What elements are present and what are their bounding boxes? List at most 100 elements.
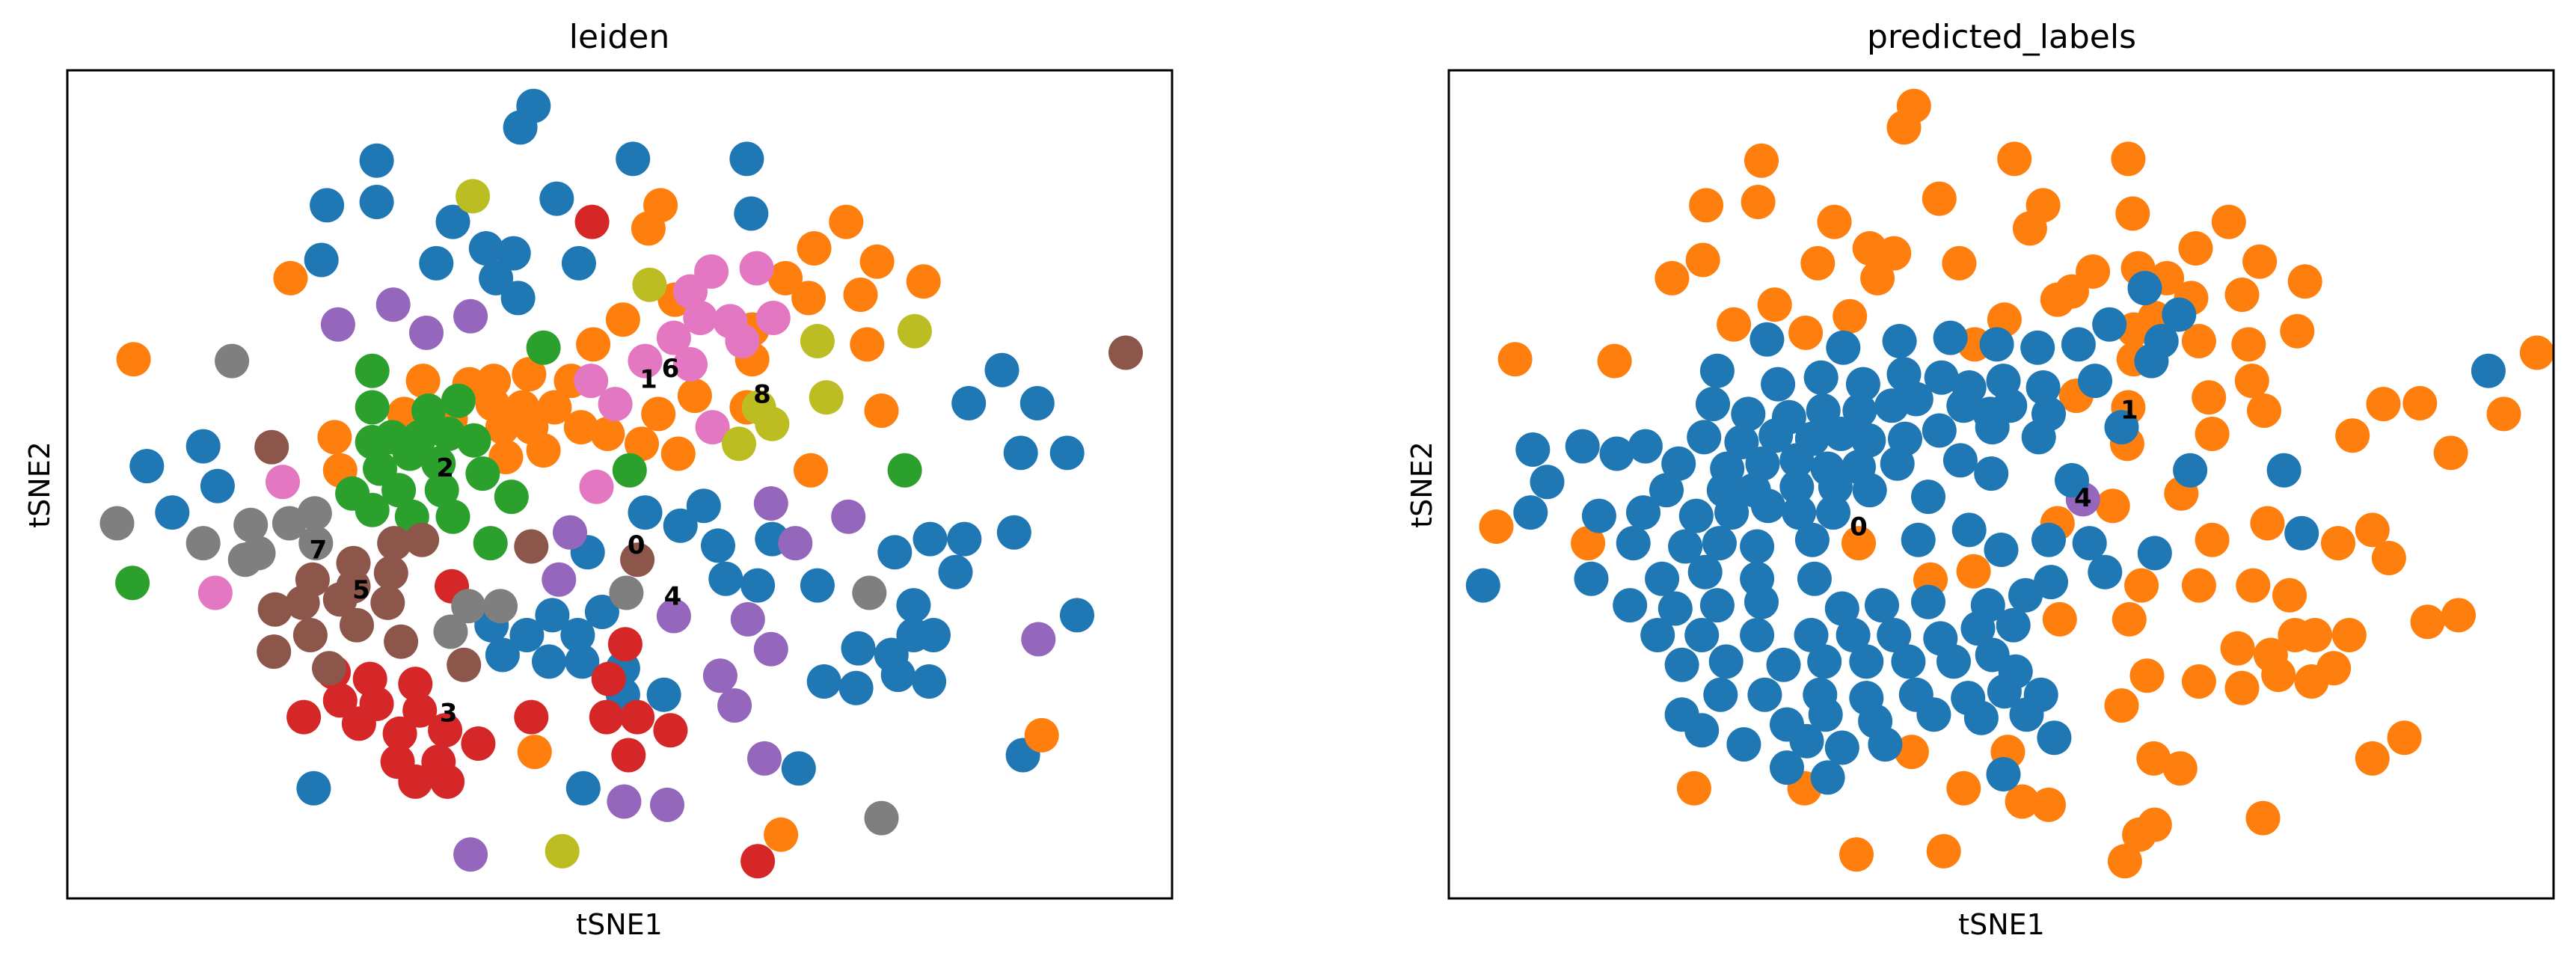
point-cluster-0 (1824, 730, 1859, 765)
point-cluster-1 (2104, 688, 2139, 723)
point-cluster-0 (1708, 644, 1744, 679)
point-cluster-6 (628, 343, 663, 379)
point-cluster-0 (2471, 353, 2506, 388)
point-cluster-1 (116, 342, 151, 377)
point-cluster-3 (430, 764, 465, 799)
point-cluster-1 (794, 453, 828, 488)
point-cluster-0 (2088, 554, 2123, 589)
point-cluster-0 (1789, 723, 1824, 759)
point-cluster-0 (535, 598, 570, 633)
point-cluster-6 (656, 320, 691, 355)
point-cluster-0 (1750, 488, 1785, 524)
point-cluster-0 (1740, 618, 1775, 652)
point-cluster-5 (322, 582, 358, 617)
point-cluster-1 (2042, 601, 2077, 637)
point-cluster-0 (419, 245, 454, 281)
point-cluster-1 (843, 278, 878, 312)
point-cluster-0 (1882, 324, 1917, 358)
point-cluster-0 (1898, 382, 1933, 417)
point-cluster-8 (809, 380, 844, 415)
cluster-label-1: 1 (640, 365, 657, 395)
point-cluster-0 (479, 260, 514, 295)
point-cluster-3 (461, 726, 496, 761)
point-cluster-6 (755, 301, 791, 335)
point-cluster-1 (526, 433, 561, 468)
point-cluster-0 (1984, 533, 2019, 567)
point-cluster-8 (545, 833, 580, 868)
point-cluster-0 (708, 561, 743, 596)
point-cluster-1 (677, 379, 712, 414)
point-cluster-5 (514, 529, 549, 564)
point-cluster-4 (650, 787, 684, 822)
point-cluster-2 (424, 473, 459, 508)
point-cluster-0 (1745, 446, 1780, 481)
point-cluster-5 (384, 624, 419, 659)
point-cluster-0 (2104, 410, 2139, 445)
point-cluster-8 (456, 179, 491, 214)
point-cluster-0 (1865, 588, 1899, 623)
point-cluster-0 (1936, 644, 1971, 679)
point-cluster-1 (2410, 604, 2445, 640)
point-cluster-1 (768, 260, 803, 295)
point-cluster-5 (373, 555, 408, 590)
point-cluster-0 (2020, 330, 2055, 365)
point-cluster-0 (565, 644, 600, 679)
point-cluster-1 (2095, 488, 2130, 524)
point-cluster-0 (2008, 578, 2043, 613)
point-cluster-0 (947, 521, 982, 557)
point-cluster-1 (2231, 327, 2266, 362)
point-cluster-0 (1803, 360, 1839, 395)
point-cluster-0 (1974, 456, 2009, 491)
point-cluster-1 (2247, 393, 2281, 428)
point-cluster-0 (565, 771, 601, 806)
point-cluster-3 (428, 713, 463, 748)
predicted-labels-x-axis-label: tSNE1 (1958, 908, 2045, 941)
point-cluster-5 (312, 651, 346, 686)
point-cluster-1 (605, 302, 640, 337)
point-cluster-1 (1744, 143, 1779, 178)
point-cluster-1 (1597, 343, 1632, 379)
cluster-label-2: 2 (436, 453, 454, 483)
point-cluster-2 (473, 526, 508, 561)
point-cluster-1 (1860, 260, 1895, 295)
point-cluster-0 (1960, 611, 1996, 646)
point-cluster-0 (1699, 588, 1735, 623)
point-cluster-0 (1699, 353, 1735, 388)
point-cluster-1 (2355, 512, 2390, 548)
point-cluster-7 (298, 526, 334, 561)
point-cluster-0 (1963, 700, 1999, 735)
point-cluster-4 (1021, 622, 1056, 657)
point-cluster-1 (1839, 837, 1874, 872)
point-cluster-1 (2224, 670, 2260, 705)
point-cluster-0 (880, 658, 916, 693)
point-cluster-0 (663, 508, 698, 543)
point-cluster-7 (852, 575, 887, 610)
point-cluster-0 (1852, 473, 1887, 508)
point-cluster-0 (1979, 327, 2014, 362)
leiden-panel: leiden 0 1 6 2 3 4 57 8 tSNE1 tSNE2 (23, 18, 1174, 941)
point-cluster-5 (257, 592, 292, 627)
point-cluster-0 (1782, 495, 1817, 530)
point-cluster-1 (2298, 618, 2332, 652)
point-cluster-0 (200, 468, 235, 503)
point-cluster-0 (1581, 498, 1616, 533)
point-cluster-3 (341, 706, 376, 741)
point-cluster-0 (359, 143, 394, 178)
point-cluster-0 (1808, 697, 1843, 732)
point-cluster-3 (322, 683, 358, 718)
point-cluster-7 (99, 506, 135, 541)
point-cluster-1 (1922, 181, 1957, 216)
point-cluster-1 (764, 817, 799, 852)
point-cluster-1 (2335, 418, 2370, 453)
point-cluster-0 (913, 521, 948, 557)
point-cluster-0 (496, 236, 531, 271)
point-cluster-0 (1649, 473, 1684, 508)
point-cluster-4 (542, 562, 577, 597)
point-cluster-1 (2366, 387, 2401, 422)
point-cluster-0 (729, 141, 764, 177)
point-cluster-3 (607, 627, 643, 662)
leiden-x-axis-label: tSNE1 (576, 908, 663, 941)
point-cluster-2 (115, 566, 150, 601)
point-cluster-4 (753, 631, 788, 667)
